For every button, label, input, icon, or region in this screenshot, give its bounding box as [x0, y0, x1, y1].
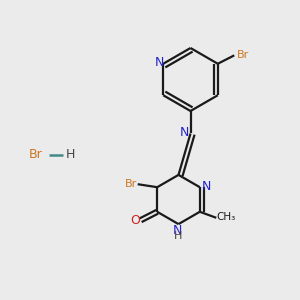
Text: N: N [154, 56, 164, 69]
Text: N: N [202, 179, 211, 193]
Text: Br: Br [237, 50, 249, 60]
Text: O: O [130, 214, 140, 227]
Text: Br: Br [125, 178, 137, 189]
Text: Br: Br [29, 148, 43, 161]
Text: CH₃: CH₃ [217, 212, 236, 223]
Text: N: N [173, 224, 183, 237]
Text: H: H [174, 231, 182, 241]
Text: N: N [180, 126, 189, 139]
Text: H: H [66, 148, 75, 161]
